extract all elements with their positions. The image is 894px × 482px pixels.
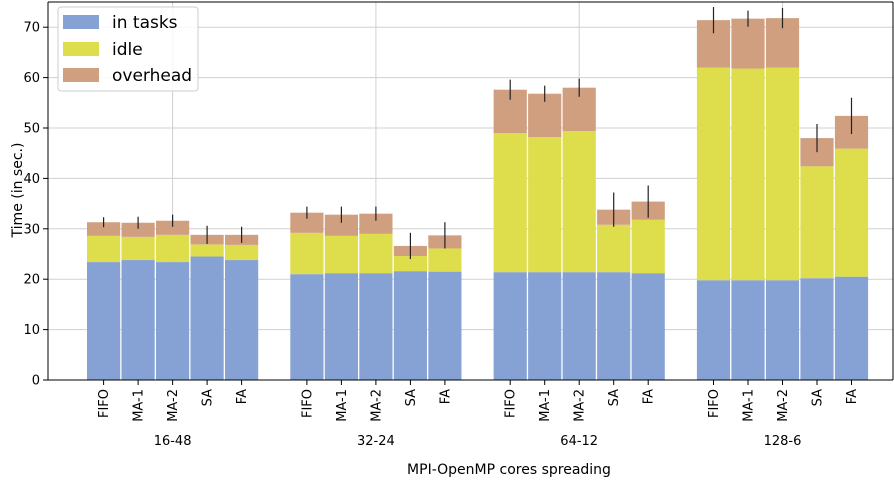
bar-segment-idle [225,245,258,260]
bar-segment-idle [494,133,527,272]
bar-segment-in-tasks [394,271,427,380]
bar-segment-idle [122,237,155,260]
bar-segment-in-tasks [563,272,596,380]
x-category-label: FA [438,389,453,404]
x-category-label: FA [235,389,250,404]
bar-segment-idle [597,225,630,272]
legend-swatch-overhead [63,68,99,82]
bar-segment-idle [766,68,799,281]
x-category-label: FA [845,389,860,404]
bar-segment-in-tasks [122,260,155,380]
x-category-label: FIFO [97,389,112,418]
x-group-label: 16-48 [154,434,192,449]
bar-segment-idle [563,131,596,272]
bar-segment-in-tasks [697,280,730,380]
bar-segment-in-tasks [597,272,630,380]
bar-segment-in-tasks [835,277,868,380]
bar-segment-in-tasks [359,273,392,380]
x-category-label: SA [404,389,419,406]
y-axis-label: Time (in sec.) [10,143,26,239]
bar-segment-in-tasks [325,273,358,380]
bar-segment-idle [731,69,764,281]
x-category-label: MA-1 [132,389,147,422]
y-tick-label: 10 [23,323,40,338]
x-axis-label: MPI-OpenMP cores spreading [407,462,611,478]
bar-segment-in-tasks [800,278,833,380]
bar-segment-idle [528,137,561,272]
x-category-label: SA [607,389,622,406]
bar-segment-idle [87,236,120,262]
bar-segment-in-tasks [766,280,799,380]
y-tick-label: 50 [23,122,40,137]
bar-segment-in-tasks [87,262,120,380]
x-category-label: MA-2 [776,389,791,422]
x-category-label: MA-1 [335,389,350,422]
bar-segment-in-tasks [528,272,561,380]
legend: in tasks idle overhead [58,7,198,91]
bar-segment-idle [325,236,358,273]
x-group-label: 128-6 [764,434,802,449]
bar-segment-in-tasks [632,273,665,380]
bar-segment-idle [632,220,665,273]
bar-segment-in-tasks [290,274,323,380]
bar-segment-in-tasks [191,257,224,380]
x-group-label: 64-12 [560,434,598,449]
x-category-label: SA [201,389,216,406]
x-category-label: MA-2 [166,389,181,422]
bar-segment-idle [835,149,868,277]
y-tick-label: 70 [23,21,40,36]
y-tick-label: 20 [23,273,40,288]
bar-segment-idle [359,234,392,273]
y-tick-label: 60 [23,71,40,86]
legend-label-overhead: overhead [112,66,192,86]
x-category-label: SA [811,389,826,406]
x-category-label: MA-1 [742,389,757,422]
x-category-label: FIFO [707,389,722,418]
bars [87,18,868,380]
legend-swatch-idle [63,42,99,56]
bar-segment-idle [800,166,833,278]
bar-segment-idle [428,248,461,271]
bar-segment-in-tasks [156,262,189,380]
x-group-label: 32-24 [357,434,395,449]
legend-label-idle: idle [112,40,143,60]
x-category-label: FA [642,389,657,404]
x-category-label: FIFO [504,389,519,418]
bar-segment-in-tasks [225,260,258,380]
bar-segment-idle [191,244,224,256]
legend-label-in-tasks: in tasks [112,13,178,33]
x-category-label: MA-2 [573,389,588,422]
x-category-label: FIFO [300,389,315,418]
bar-segment-in-tasks [428,272,461,380]
x-category-label: MA-1 [538,389,553,422]
bar-segment-idle [697,68,730,281]
x-category-label: MA-2 [369,389,384,422]
bar-segment-idle [290,233,323,274]
bar-segment-idle [156,235,189,262]
bar-segment-in-tasks [494,272,527,380]
bar-segment-in-tasks [731,280,764,380]
legend-swatch-in-tasks [63,15,99,29]
y-tick-label: 0 [32,374,40,389]
